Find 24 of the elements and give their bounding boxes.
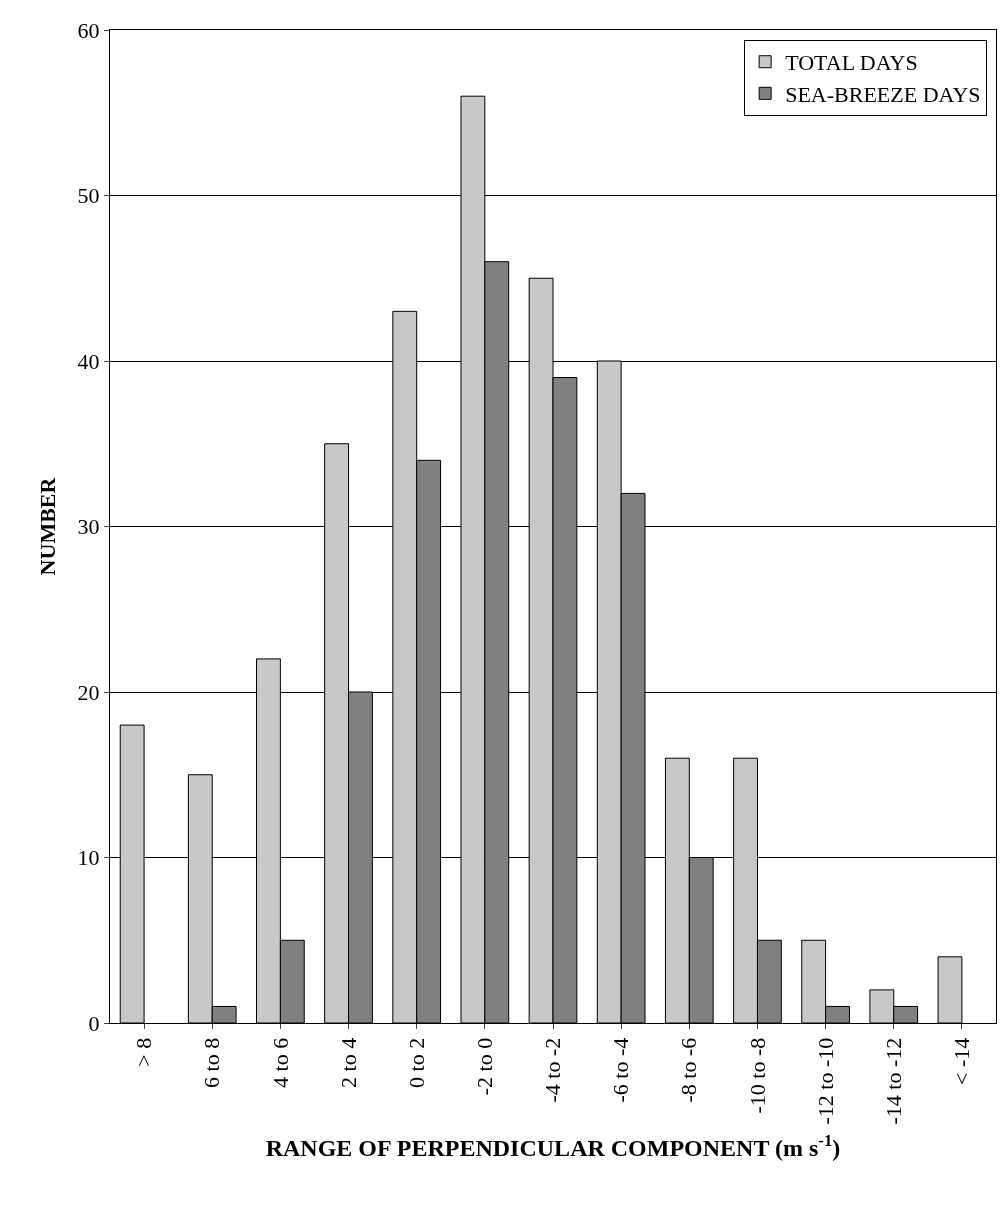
x-tick-label: -8 to -6 — [676, 1037, 702, 1103]
y-axis-title: NUMBER — [35, 476, 61, 576]
x-tick-label: < -14 — [949, 1037, 975, 1086]
x-tick-label: 6 to 8 — [199, 1037, 225, 1088]
x-tick-label: 4 to 6 — [267, 1037, 293, 1088]
x-tick-label: -6 to -4 — [608, 1037, 634, 1103]
legend-label: SEA-BREEZE DAYS — [785, 81, 981, 107]
x-tick-label: -14 to -12 — [880, 1037, 906, 1125]
x-tick-label: 0 to 2 — [403, 1037, 429, 1088]
y-tick-label: 30 — [77, 514, 100, 540]
x-tick-label: > 8 — [131, 1037, 157, 1067]
y-tick-label: 60 — [77, 17, 100, 43]
x-tick-label: -10 to -8 — [744, 1037, 770, 1114]
x-axis-title: RANGE OF PERPENDICULAR COMPONENT (m s$^{-1}$) — [265, 1130, 841, 1161]
y-tick-label: 50 — [77, 183, 100, 209]
x-tick-label: -2 to 0 — [472, 1037, 497, 1096]
x-tick-label: 2 to 4 — [335, 1037, 361, 1088]
y-tick-label: 20 — [77, 679, 100, 705]
x-tick-label: -4 to -2 — [540, 1037, 566, 1103]
y-tick-label: 10 — [77, 845, 100, 871]
y-tick-label: 40 — [77, 348, 100, 374]
x-tick-label: -12 to -10 — [812, 1037, 838, 1125]
legend-label: TOTAL DAYS — [785, 50, 918, 76]
y-tick-label: 0 — [88, 1010, 100, 1036]
